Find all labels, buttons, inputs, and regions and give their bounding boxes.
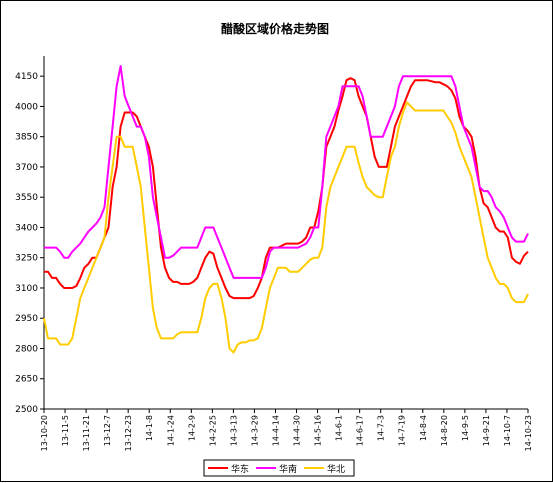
y-tick-label: 2650 [15, 375, 38, 385]
x-tick-label: 14-7-19 [398, 415, 407, 446]
y-tick-label: 2500 [15, 405, 38, 415]
x-tick-label: 14-6-17 [356, 415, 365, 446]
series-line-3 [43, 101, 529, 354]
series-line-1 [44, 77, 529, 300]
x-tick-label: 14-4-30 [293, 415, 302, 446]
y-tick-label: 4000 [15, 102, 38, 112]
x-tick-label: 14-5-16 [314, 415, 323, 446]
y-tick-label: 2950 [15, 314, 38, 324]
x-tick-label: 14-7-3 [377, 415, 386, 441]
x-tick-label: 14-4-14 [271, 415, 280, 446]
legend-label-2: 华南 [279, 463, 297, 475]
x-tick-label: 13-10-20 [40, 415, 49, 451]
legend-label-1: 华东 [231, 463, 249, 475]
x-tick-label: 13-11-21 [82, 415, 91, 451]
y-tick-label: 3850 [15, 133, 38, 143]
x-tick-label: 14-3-13 [229, 415, 238, 446]
legend: 华东 华南 华北 [203, 459, 355, 477]
legend-box [203, 459, 355, 477]
x-tick-label: 14-8-4 [419, 415, 428, 441]
y-tick-label: 3250 [15, 254, 38, 264]
y-tick-label: 4150 [15, 72, 38, 82]
chart-title: 醋酸区域价格走势图 [221, 21, 329, 36]
x-tick-label: 14-2-9 [187, 415, 196, 441]
x-tick-label: 14-2-25 [208, 415, 217, 446]
y-tick-label: 3550 [15, 193, 38, 203]
y-tick-label: 3700 [15, 163, 38, 173]
legend-label-3: 华北 [327, 463, 345, 475]
y-tick-label: 3100 [15, 284, 38, 294]
x-tick-label: 14-1-24 [166, 415, 175, 446]
x-tick-label: 14-6-1 [335, 415, 344, 441]
x-tick-label: 14-9-5 [461, 415, 470, 441]
series-lines [43, 65, 529, 354]
x-tick-label: 13-12-7 [103, 415, 112, 446]
y-tick-label: 3400 [15, 223, 38, 233]
x-tick-label: 13-12-23 [124, 415, 133, 451]
x-tick-label: 14-10-23 [524, 415, 533, 451]
x-tick-label: 13-11-5 [61, 415, 70, 446]
x-tick-label: 14-3-29 [250, 415, 259, 446]
y-tick-label: 2800 [15, 344, 38, 354]
series-line-2 [44, 65, 529, 279]
x-tick-label: 14-10-7 [503, 415, 512, 446]
axes: 2500 2650 2800 2950 3100 3250 3400 3550 3700 3850… [15, 56, 533, 451]
x-tick-label: 14-9-21 [482, 415, 491, 446]
x-tick-label: 14-8-20 [440, 415, 449, 446]
x-tick-label: 14-1-8 [145, 415, 154, 441]
